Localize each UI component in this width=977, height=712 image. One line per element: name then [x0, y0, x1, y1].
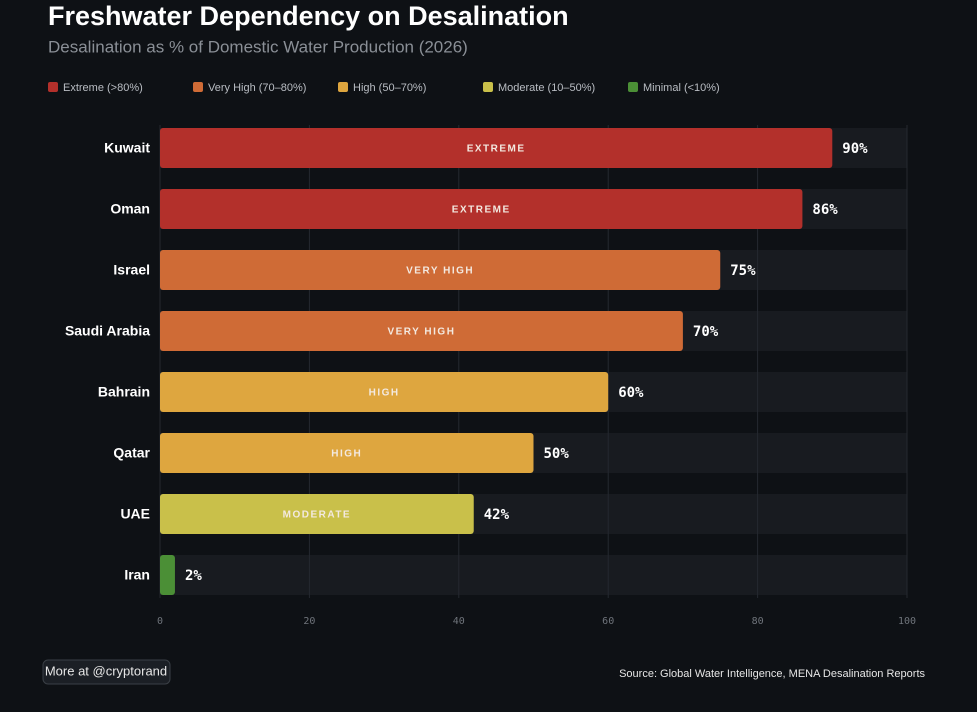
legend-label: Extreme (>80%)	[63, 82, 143, 94]
legend-swatch	[338, 82, 348, 92]
bar	[160, 311, 683, 351]
legend-label: Minimal (<10%)	[643, 82, 720, 94]
source-note: Source: Global Water Intelligence, MENA …	[619, 668, 925, 680]
y-tick-label: Kuwait	[104, 140, 150, 156]
bar-label: EXTREME	[467, 144, 526, 155]
x-tick-label: 60	[602, 616, 614, 627]
value-label: 75%	[730, 263, 756, 279]
bar-label: EXTREME	[452, 205, 511, 216]
bar-label: HIGH	[331, 449, 362, 460]
y-tick-label: Israel	[113, 262, 150, 278]
x-tick-label: 100	[898, 616, 916, 627]
bar	[160, 189, 803, 229]
value-label: 60%	[618, 385, 644, 401]
chart-title: Freshwater Dependency on Desalination	[48, 1, 569, 31]
y-tick-label: UAE	[120, 506, 150, 522]
bar-track	[160, 555, 907, 595]
value-label: 50%	[544, 446, 570, 462]
x-tick-label: 0	[157, 616, 163, 627]
value-label: 2%	[185, 568, 202, 584]
y-tick-label: Qatar	[113, 445, 150, 461]
bar-label: HIGH	[369, 388, 400, 399]
bar-label: VERY HIGH	[406, 266, 474, 277]
legend-swatch	[628, 82, 638, 92]
x-tick-label: 20	[303, 616, 315, 627]
bar	[160, 494, 474, 534]
bar	[160, 372, 609, 412]
y-tick-label: Saudi Arabia	[65, 323, 150, 339]
chart-subtitle: Desalination as % of Domestic Water Prod…	[48, 37, 468, 56]
value-label: 42%	[484, 507, 510, 523]
bar-label: MODERATE	[283, 510, 351, 521]
y-tick-label: Oman	[110, 201, 150, 217]
legend-swatch	[48, 82, 58, 92]
bar	[160, 128, 833, 168]
footer-link[interactable]: More at @cryptorand	[45, 663, 167, 678]
legend-swatch	[483, 82, 493, 92]
legend-label: High (50–70%)	[353, 82, 426, 94]
x-tick-label: 40	[453, 616, 465, 627]
value-label: 90%	[842, 141, 868, 157]
legend-swatch	[193, 82, 203, 92]
footer-badge[interactable]	[42, 659, 171, 685]
value-label: 70%	[693, 324, 719, 340]
legend-label: Moderate (10–50%)	[498, 82, 595, 94]
bar	[160, 433, 534, 473]
value-label: 86%	[812, 202, 838, 218]
bar	[160, 555, 175, 595]
bar-label: VERY HIGH	[387, 327, 455, 338]
bar	[160, 250, 721, 290]
y-tick-label: Iran	[124, 567, 150, 583]
legend-label: Very High (70–80%)	[208, 82, 306, 94]
y-tick-label: Bahrain	[98, 384, 150, 400]
x-tick-label: 80	[752, 616, 764, 627]
